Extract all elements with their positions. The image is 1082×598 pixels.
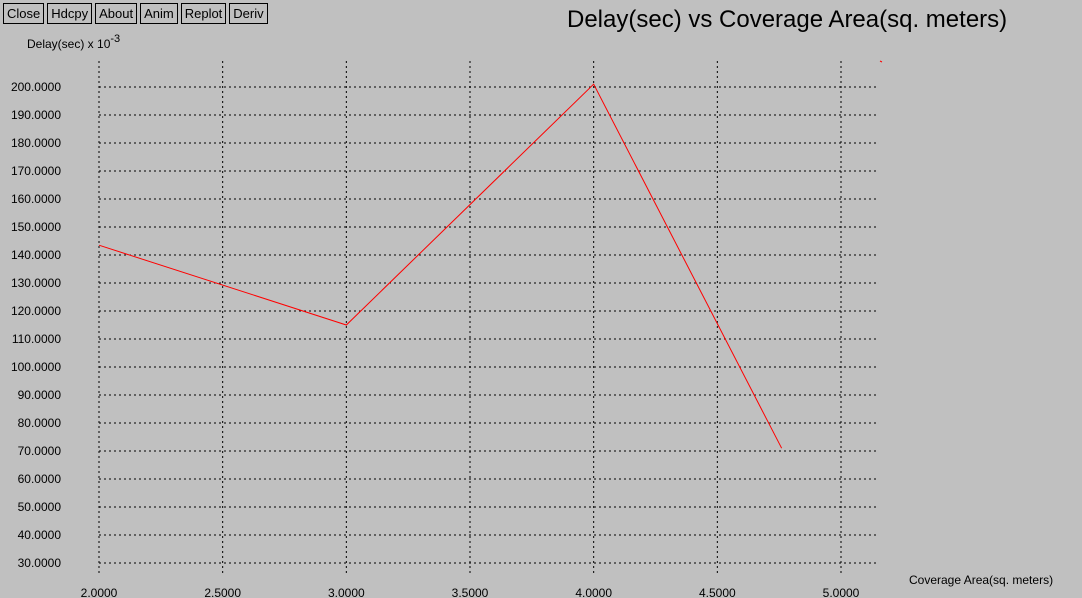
x-tick-label: 2.5000 xyxy=(204,586,241,598)
y-gridlines xyxy=(99,86,879,564)
y-tick-label: 60.0000 xyxy=(18,472,62,486)
y-tick-labels: 30.0000 40.0000 50.0000 60.0000 70.0000 80.00… xyxy=(11,80,61,570)
y-tick-label: 190.0000 xyxy=(11,108,61,122)
x-tick-label: 4.0000 xyxy=(575,586,612,598)
toolbar: Close Hdcpy About Anim Replot Deriv xyxy=(3,3,268,24)
x-tick-label: 2.0000 xyxy=(81,586,118,598)
y-tick-label: 90.0000 xyxy=(18,388,62,402)
y-axis-label-exponent: -3 xyxy=(110,33,121,45)
y-tick-label: 160.0000 xyxy=(11,192,61,206)
y-tick-label: 200.0000 xyxy=(11,80,61,94)
x-tick-label: 3.5000 xyxy=(452,586,489,598)
y-tick-label: 40.0000 xyxy=(18,528,62,542)
x-tick-label: 5.0000 xyxy=(823,586,860,598)
y-tick-label: 120.0000 xyxy=(11,304,61,318)
x-tick-label: 4.5000 xyxy=(699,586,736,598)
chart-title: Delay(sec) vs Coverage Area(sq. meters) xyxy=(567,6,1008,33)
y-tick-label: 150.0000 xyxy=(11,220,61,234)
y-tick-label: 70.0000 xyxy=(18,444,62,458)
series-group xyxy=(98,83,783,449)
replot-button[interactable]: Replot xyxy=(180,3,227,24)
y-axis-label-text: Delay(sec) x 10 xyxy=(27,37,111,51)
about-button[interactable]: About xyxy=(95,3,138,24)
y-tick-label: 180.0000 xyxy=(11,136,61,150)
x-gridlines xyxy=(98,61,842,575)
y-tick-label: 100.0000 xyxy=(11,360,61,374)
close-button[interactable]: Close xyxy=(3,3,45,24)
y-axis-label: Delay(sec) x 10-3 xyxy=(27,33,121,51)
edge-mark xyxy=(879,60,883,63)
hdcpy-button[interactable]: Hdcpy xyxy=(47,3,93,24)
y-tick-label: 110.0000 xyxy=(12,332,61,346)
series-line xyxy=(98,83,783,449)
x-axis-label: Coverage Area(sq. meters) xyxy=(909,573,1054,587)
deriv-button[interactable]: Deriv xyxy=(229,3,268,24)
x-tick-labels: 2.0000 2.5000 3.0000 3.5000 4.0000 4.5000 5.00… xyxy=(81,586,860,598)
anim-button[interactable]: Anim xyxy=(140,3,178,24)
y-tick-label: 80.0000 xyxy=(18,416,62,430)
y-tick-label: 140.0000 xyxy=(11,248,61,262)
y-tick-label: 50.0000 xyxy=(18,500,62,514)
y-tick-label: 30.0000 xyxy=(18,556,62,570)
y-tick-label: 130.0000 xyxy=(11,276,61,290)
x-tick-label: 3.0000 xyxy=(328,586,365,598)
y-tick-label: 170.0000 xyxy=(11,164,61,178)
